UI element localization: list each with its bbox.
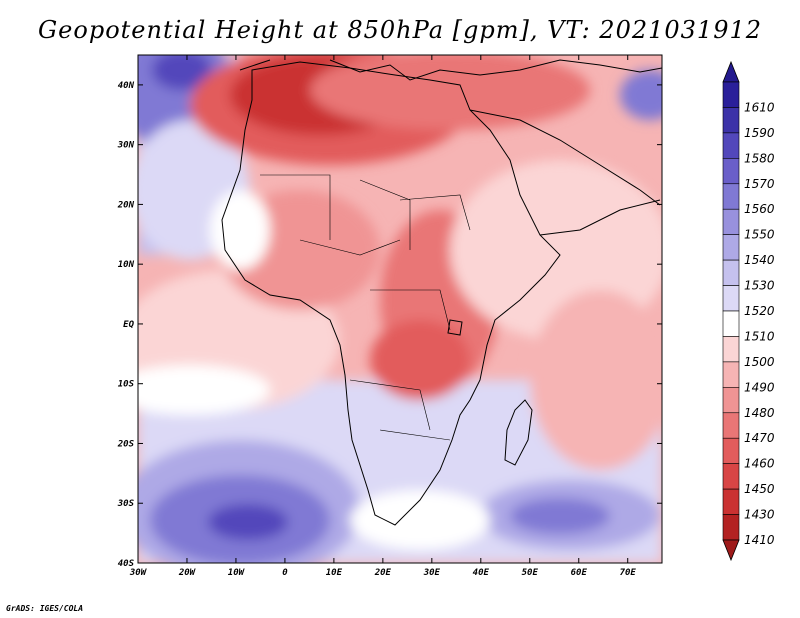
colorbar-swatch [722, 437, 740, 464]
arabia-coastline [469, 109, 661, 236]
madagascar-coastline [504, 399, 533, 466]
x-tick-label: 10W [228, 568, 246, 578]
colorbar-label: 1540 [744, 253, 775, 267]
colorbar: 1610 1590 1580 1570 1560 1550 1540 1530 1520 1510… [722, 60, 775, 562]
colorbar-swatch [722, 412, 740, 439]
axes: 30W 20W 10W 0 10E 20E 30E 40E 50E 60E 70E 40N 30N 20N… [117, 55, 662, 578]
colorbar-swatch [722, 336, 740, 363]
colorbar-swatch [722, 310, 740, 337]
y-tick-label: EQ [123, 320, 134, 330]
coastlines [221, 59, 662, 526]
colorbar-swatch [722, 81, 740, 108]
colorbar-label: 1560 [744, 202, 775, 216]
colorbar-label: 1590 [744, 126, 775, 140]
colorbar-label: 1430 [744, 508, 775, 522]
colorbar-label: 1530 [744, 279, 775, 293]
x-tick-label: 30W [129, 568, 148, 578]
colorbar-top-arrow [722, 60, 740, 83]
colorbar-bottom-arrow [722, 539, 740, 562]
x-tick-label: 0 [282, 568, 288, 578]
colorbar-label: 1490 [744, 380, 775, 394]
colorbar-swatch [722, 361, 740, 388]
africa-coastline [221, 61, 561, 526]
plot-frame [137, 54, 663, 564]
colorbar-swatch [722, 107, 740, 134]
colorbar-label: 1580 [744, 151, 775, 165]
x-tick-label: 10E [326, 568, 343, 578]
x-tick-label: 30E [423, 568, 441, 578]
footer-credit: GrADS: IGES/COLA [6, 604, 84, 613]
colorbar-swatch [722, 285, 740, 312]
colorbar-label: 1410 [744, 533, 775, 547]
colorbar-label: 1550 [744, 228, 775, 242]
lake-victoria [447, 319, 463, 336]
colorbar-swatch [722, 463, 740, 490]
colorbar-label: 1450 [744, 482, 775, 496]
y-tick-label: 20N [117, 200, 135, 210]
colorbar-swatch [722, 514, 740, 541]
x-tick-label: 20W [178, 568, 197, 578]
y-tick-label: 20S [117, 439, 135, 449]
colorbar-swatch [722, 234, 740, 261]
colorbar-swatch [722, 183, 740, 210]
colorbar-label: 1470 [744, 431, 775, 445]
y-tick-label: 30S [117, 499, 135, 509]
colorbar-label: 1570 [744, 177, 775, 191]
colorbar-swatch [722, 387, 740, 414]
y-tick-label: 40S [118, 559, 135, 569]
colorbar-swatch [722, 158, 740, 185]
map-title: Geopotential Height at 850hPa [gpm], VT:… [38, 16, 762, 44]
x-tick-label: 70E [620, 568, 637, 578]
colorbar-swatch [722, 132, 740, 159]
colorbar-swatch [722, 488, 740, 515]
colorbar-swatch [722, 208, 740, 235]
country-borders [260, 174, 471, 441]
colorbar-label: 1460 [744, 457, 775, 471]
height-field [138, 55, 662, 563]
europe-coastline [239, 59, 662, 81]
colorbar-label: 1480 [744, 406, 775, 420]
y-tick-label: 10N [118, 260, 135, 270]
x-tick-label: 60E [571, 568, 588, 578]
y-tick-label: 40N [118, 81, 135, 91]
y-tick-label: 30N [117, 141, 135, 151]
y-tick-label: 10S [118, 380, 135, 390]
colorbar-label: 1510 [744, 329, 775, 343]
colorbar-label: 1610 [744, 100, 775, 114]
x-tick-label: 20E [374, 568, 392, 578]
x-tick-label: 50E [522, 568, 539, 578]
colorbar-label: 1520 [744, 304, 775, 318]
colorbar-label: 1500 [744, 355, 775, 369]
x-tick-label: 40E [473, 568, 490, 578]
colorbar-swatch [722, 259, 740, 286]
